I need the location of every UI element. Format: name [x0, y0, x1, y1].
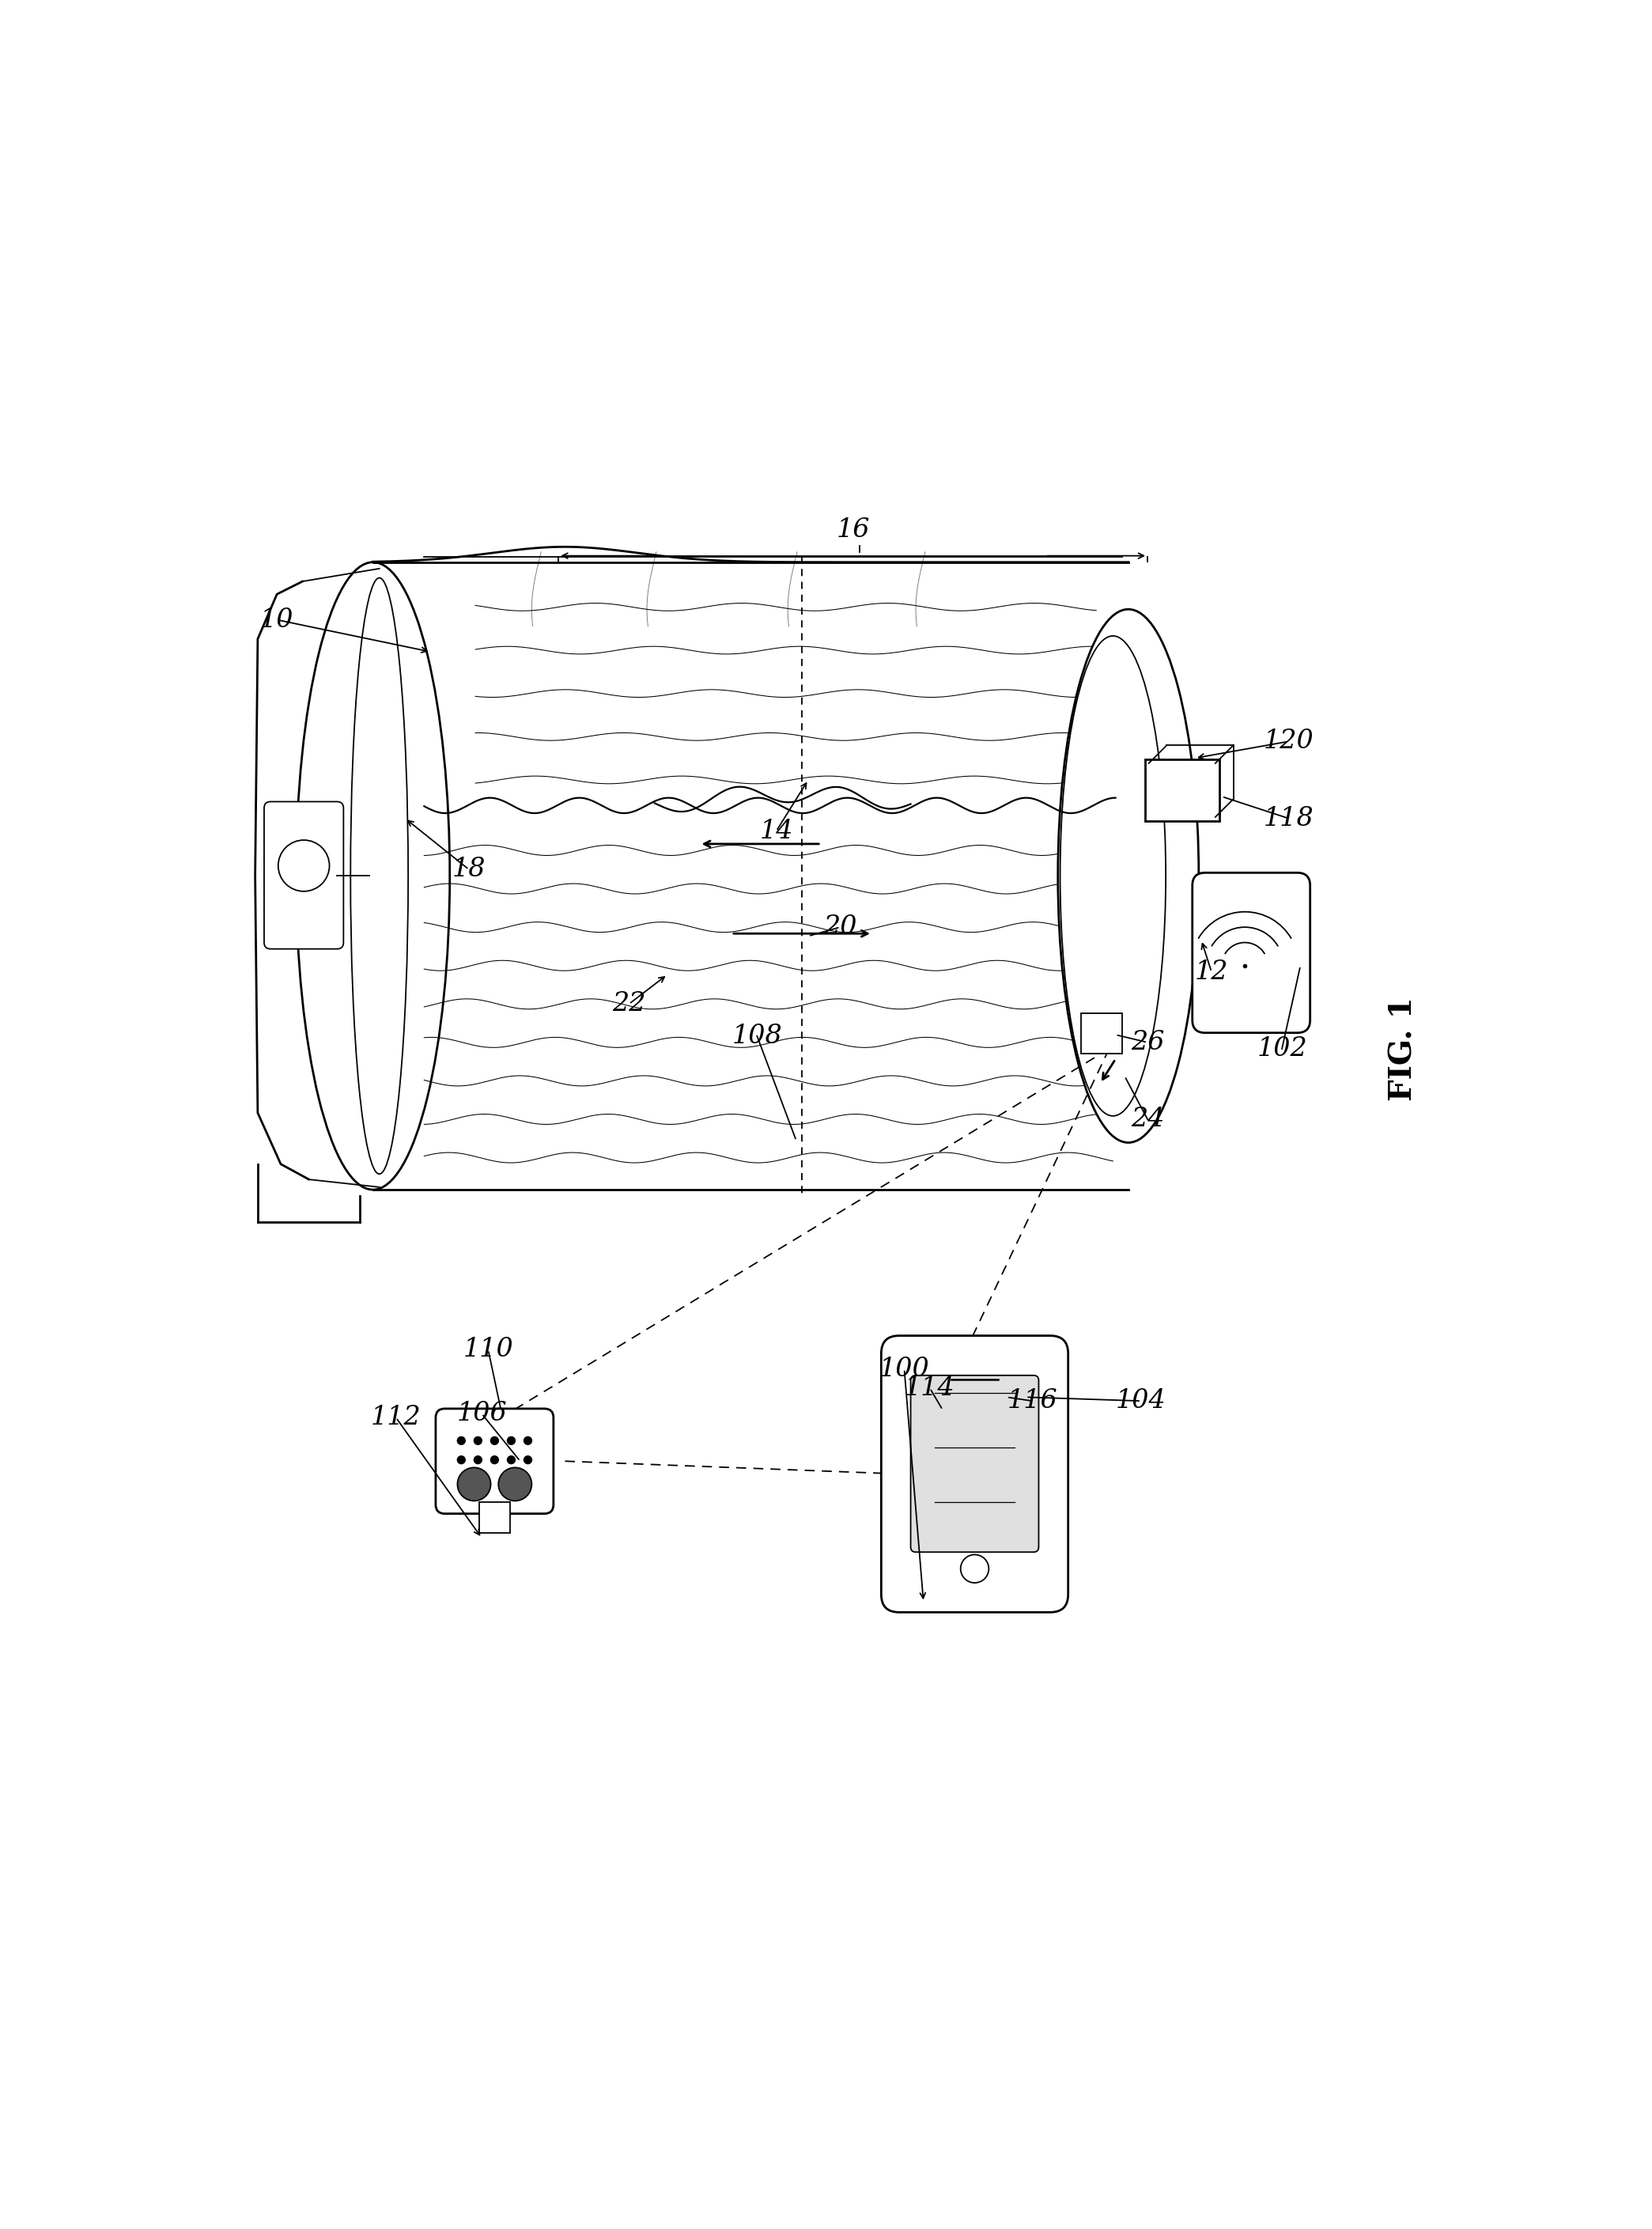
- FancyBboxPatch shape: [910, 1375, 1039, 1551]
- Ellipse shape: [507, 1435, 515, 1444]
- FancyBboxPatch shape: [1080, 1012, 1122, 1054]
- Text: 118: 118: [1264, 805, 1313, 831]
- Text: 108: 108: [732, 1023, 783, 1048]
- FancyBboxPatch shape: [264, 802, 344, 950]
- FancyBboxPatch shape: [436, 1409, 553, 1513]
- FancyBboxPatch shape: [479, 1502, 510, 1534]
- Text: 100: 100: [879, 1355, 930, 1382]
- Text: 16: 16: [836, 517, 871, 544]
- Ellipse shape: [458, 1435, 466, 1444]
- Ellipse shape: [524, 1456, 532, 1464]
- Polygon shape: [373, 562, 1128, 1190]
- Text: 110: 110: [463, 1337, 514, 1362]
- Ellipse shape: [278, 840, 329, 892]
- Ellipse shape: [491, 1456, 499, 1464]
- Text: 18: 18: [453, 856, 486, 883]
- Text: 12: 12: [1194, 958, 1229, 985]
- Ellipse shape: [458, 1467, 491, 1500]
- Text: 22: 22: [613, 992, 646, 1016]
- Text: 104: 104: [1115, 1389, 1166, 1413]
- Text: 24: 24: [1130, 1106, 1165, 1132]
- Text: 10: 10: [259, 606, 294, 633]
- Text: 112: 112: [370, 1404, 421, 1431]
- FancyBboxPatch shape: [881, 1335, 1069, 1612]
- Ellipse shape: [499, 1467, 532, 1500]
- Text: 116: 116: [1008, 1389, 1057, 1413]
- Text: FIG. 1: FIG. 1: [1389, 996, 1419, 1101]
- Ellipse shape: [524, 1435, 532, 1444]
- Ellipse shape: [1057, 609, 1199, 1143]
- Ellipse shape: [507, 1456, 515, 1464]
- Text: 26: 26: [1130, 1030, 1165, 1054]
- Text: 120: 120: [1264, 729, 1313, 753]
- Ellipse shape: [960, 1554, 990, 1583]
- Ellipse shape: [474, 1435, 482, 1444]
- Ellipse shape: [458, 1456, 466, 1464]
- FancyBboxPatch shape: [1193, 874, 1310, 1032]
- Text: 14: 14: [760, 818, 793, 845]
- FancyBboxPatch shape: [1145, 760, 1219, 820]
- Text: 106: 106: [456, 1402, 507, 1427]
- Ellipse shape: [296, 562, 449, 1190]
- Ellipse shape: [474, 1456, 482, 1464]
- Text: 114: 114: [905, 1375, 955, 1400]
- Text: 102: 102: [1257, 1036, 1307, 1061]
- Text: 20: 20: [823, 914, 857, 941]
- Ellipse shape: [491, 1435, 499, 1444]
